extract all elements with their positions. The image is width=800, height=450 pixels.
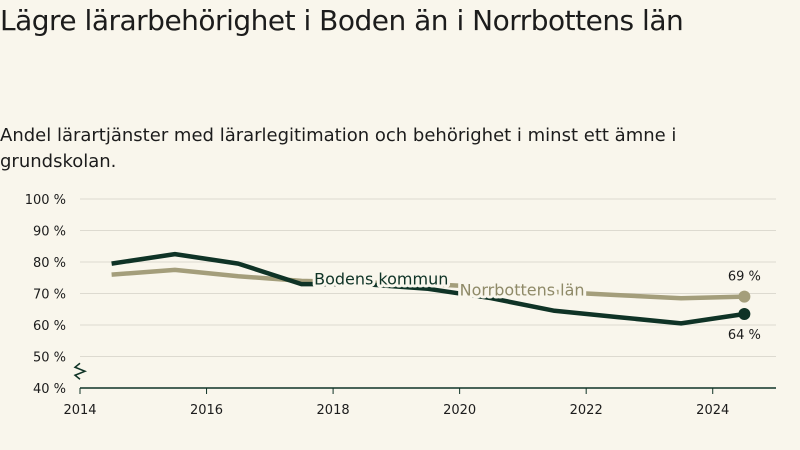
y-tick-label: 80 % xyxy=(33,256,66,271)
y-tick-label: 90 % xyxy=(33,225,66,240)
y-tick-label: 40 % xyxy=(33,382,66,397)
x-tick-label: 2018 xyxy=(317,403,350,418)
x-tick-label: 2014 xyxy=(63,403,96,418)
y-tick-label: 60 % xyxy=(33,319,66,334)
series-labels: Bodens kommun Norrbottens län 69 % 64 % xyxy=(311,267,761,343)
x-tick-label: 2016 xyxy=(190,403,223,418)
x-tick-label: 2024 xyxy=(696,403,729,418)
norrbotten-series-label: Norrbottens län xyxy=(460,281,585,300)
x-axis: 2014 2016 2018 2020 2022 2024 xyxy=(63,362,776,418)
norrbotten-line xyxy=(111,267,745,301)
boden-series-label: Bodens kommun xyxy=(314,270,448,289)
chart-title: Lägre lärarbehörighet i Boden än i Norrb… xyxy=(0,4,684,37)
norrbotten-end-point xyxy=(738,290,751,303)
gridlines xyxy=(80,198,776,357)
y-axis-labels: 40 % 50 % 60 % 70 % 80 % 90 % 100 % xyxy=(25,193,66,397)
boden-line xyxy=(111,251,745,326)
x-tick-label: 2020 xyxy=(443,403,476,418)
y-tick-label: 100 % xyxy=(25,193,66,208)
y-tick-label: 50 % xyxy=(33,351,66,366)
y-tick-label: 70 % xyxy=(33,288,66,303)
series-lines xyxy=(111,251,751,326)
x-tick-label: 2022 xyxy=(570,403,603,418)
boden-end-point xyxy=(738,307,751,320)
boden-end-label: 64 % xyxy=(728,328,761,343)
chart-subtitle: Andel lärartjänster med lärarlegitimatio… xyxy=(0,125,677,172)
axis-break-icon xyxy=(73,362,88,380)
norrbotten-end-label: 69 % xyxy=(728,270,761,285)
